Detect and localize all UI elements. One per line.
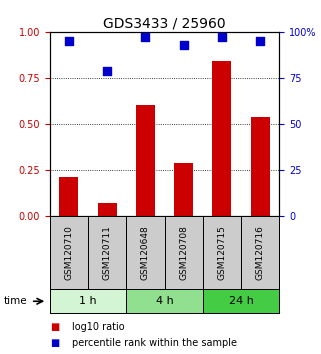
Bar: [203, 289, 279, 313]
Text: GSM120648: GSM120648: [141, 225, 150, 280]
Bar: [241, 216, 279, 289]
Point: [66, 38, 72, 44]
Bar: [50, 289, 126, 313]
Title: GDS3433 / 25960: GDS3433 / 25960: [103, 17, 226, 31]
Bar: [164, 216, 203, 289]
Point: [105, 68, 110, 73]
Text: 24 h: 24 h: [229, 296, 254, 306]
Bar: [126, 289, 203, 313]
Text: GSM120716: GSM120716: [256, 225, 265, 280]
Text: GSM120711: GSM120711: [103, 225, 112, 280]
Bar: [136, 105, 155, 216]
Bar: [59, 177, 78, 216]
Bar: [203, 216, 241, 289]
Point: [181, 42, 186, 47]
Text: ■: ■: [50, 322, 59, 332]
Text: ■: ■: [50, 338, 59, 348]
Text: GSM120708: GSM120708: [179, 225, 188, 280]
Bar: [212, 61, 231, 216]
Text: percentile rank within the sample: percentile rank within the sample: [72, 338, 237, 348]
Bar: [251, 116, 270, 216]
Text: time: time: [3, 296, 27, 306]
Bar: [174, 162, 193, 216]
Bar: [88, 216, 126, 289]
Point: [219, 35, 224, 40]
Point: [143, 35, 148, 40]
Text: GSM120710: GSM120710: [65, 225, 74, 280]
Point: [257, 38, 263, 44]
Text: log10 ratio: log10 ratio: [72, 322, 125, 332]
Bar: [50, 216, 88, 289]
Text: 1 h: 1 h: [79, 296, 97, 306]
Bar: [98, 203, 117, 216]
Text: 4 h: 4 h: [156, 296, 173, 306]
Text: GSM120715: GSM120715: [217, 225, 226, 280]
Bar: [126, 216, 164, 289]
